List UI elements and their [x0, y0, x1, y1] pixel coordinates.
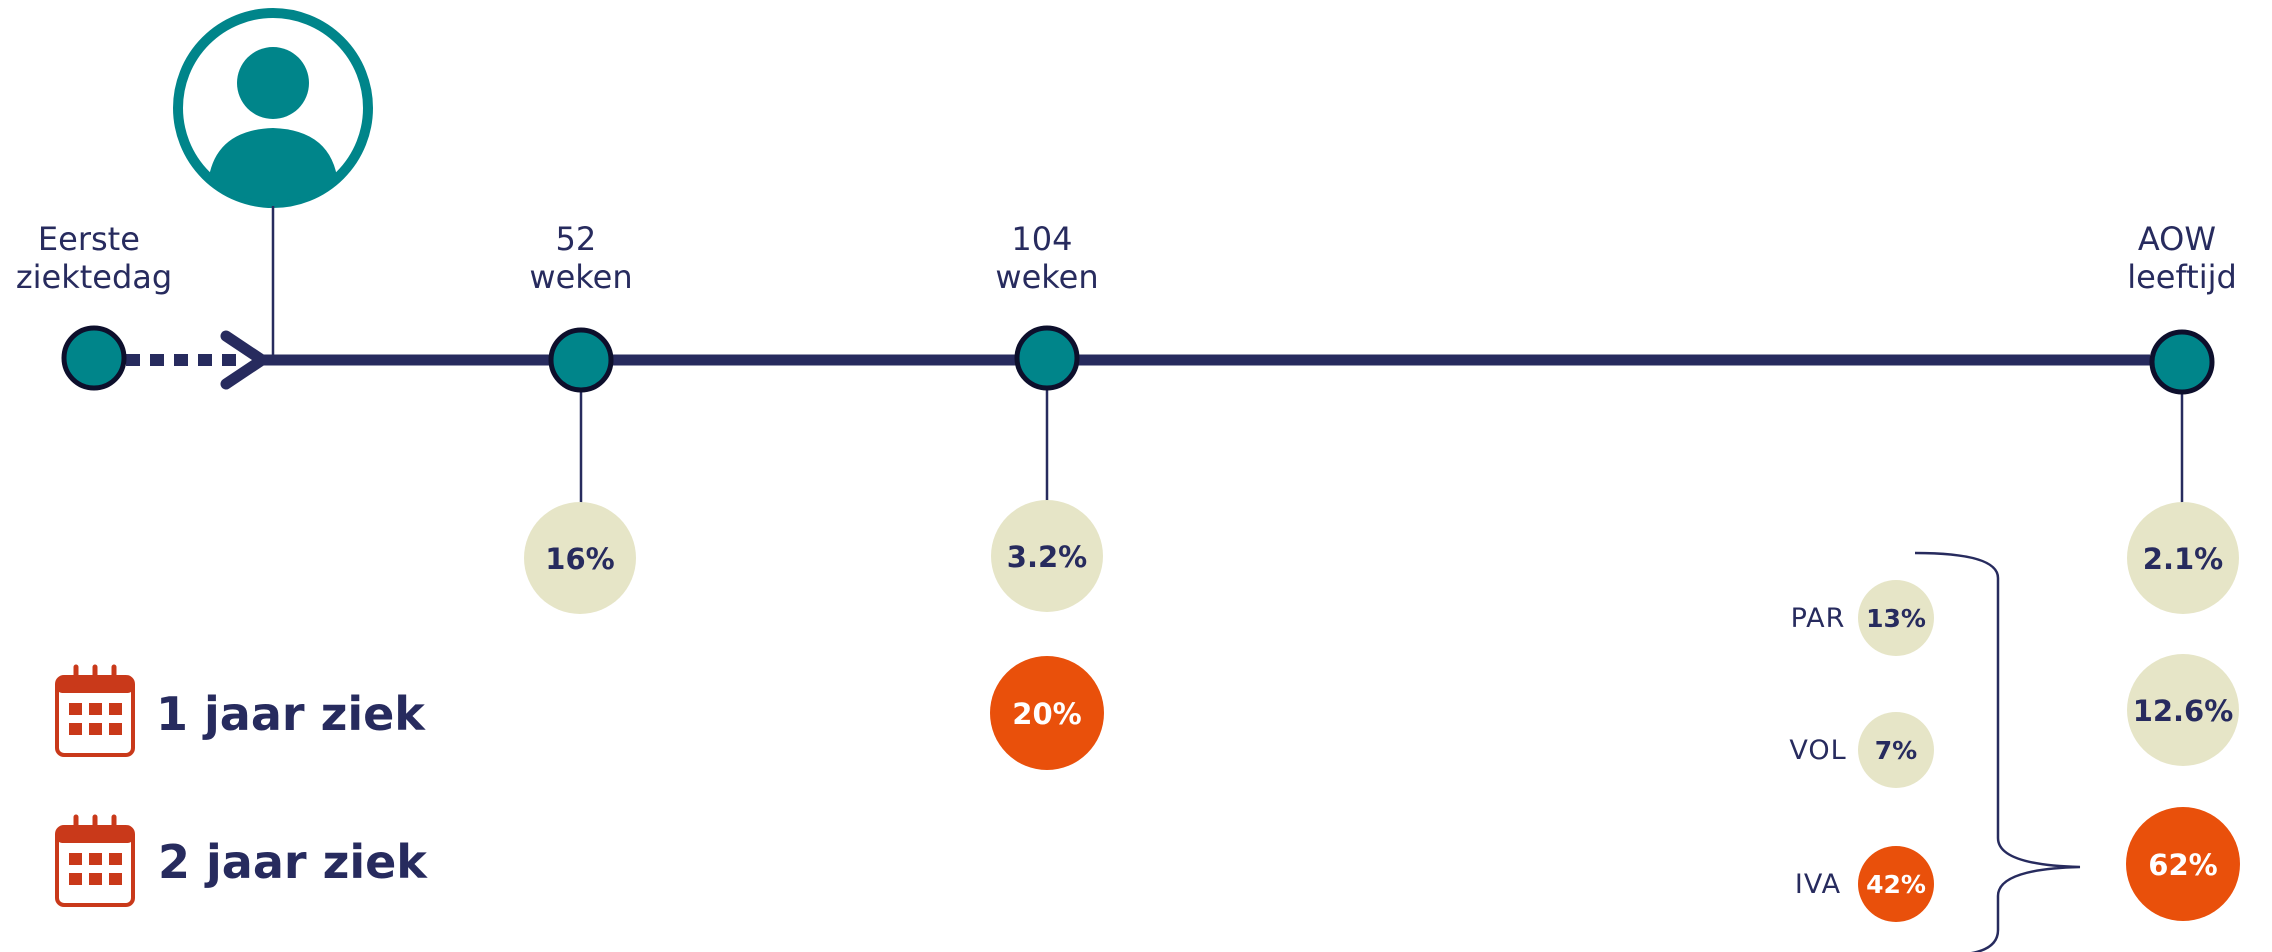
value-aow-two-year: 62%	[2148, 848, 2217, 882]
bubble-52-one-year	[524, 502, 636, 614]
bubble-aow-one-year	[2127, 502, 2239, 614]
calendar-icon	[55, 814, 135, 907]
value-aow-mid: 12.6%	[2133, 694, 2234, 728]
stage-label-104: 104 weken	[995, 220, 1098, 296]
bubble-aow-mid	[2127, 654, 2239, 766]
person-icon	[173, 8, 373, 208]
stage-label-first: Eerste ziektedag	[16, 220, 172, 296]
breakdown-brace	[1914, 551, 2081, 952]
value-104-one-year: 3.2%	[1007, 540, 1087, 574]
breakdown-value-par: 13%	[1866, 604, 1926, 633]
legend-one-year-label: 1 jaar ziek	[156, 687, 426, 741]
calendar-icon	[55, 664, 135, 757]
breakdown-label-iva: IVA	[1795, 869, 1841, 900]
node-aow	[2149, 329, 2215, 395]
node-52	[548, 327, 614, 393]
value-aow-one-year: 2.1%	[2143, 542, 2223, 576]
bubble-104-two-year	[990, 656, 1104, 770]
node-104	[1014, 325, 1080, 391]
breakdown-bubble-iva	[1858, 846, 1934, 922]
bubble-104-one-year	[991, 500, 1103, 612]
value-52-one-year: 16%	[545, 542, 614, 576]
node-first	[61, 325, 127, 391]
breakdown-label-vol: VOL	[1789, 735, 1846, 766]
stage-label-aow: AOW leeftijd	[2127, 220, 2237, 296]
value-104-two-year: 20%	[1012, 697, 1081, 731]
bubble-aow-two-year	[2126, 807, 2240, 921]
breakdown-bubble-par	[1858, 580, 1934, 656]
stage-label-52: 52 weken	[529, 220, 632, 296]
breakdown-value-iva: 42%	[1866, 870, 1926, 899]
legend-two-year-label: 2 jaar ziek	[158, 835, 428, 889]
breakdown-value-vol: 7%	[1875, 736, 1917, 765]
breakdown-label-par: PAR	[1791, 603, 1846, 634]
breakdown-bubble-vol	[1858, 712, 1934, 788]
